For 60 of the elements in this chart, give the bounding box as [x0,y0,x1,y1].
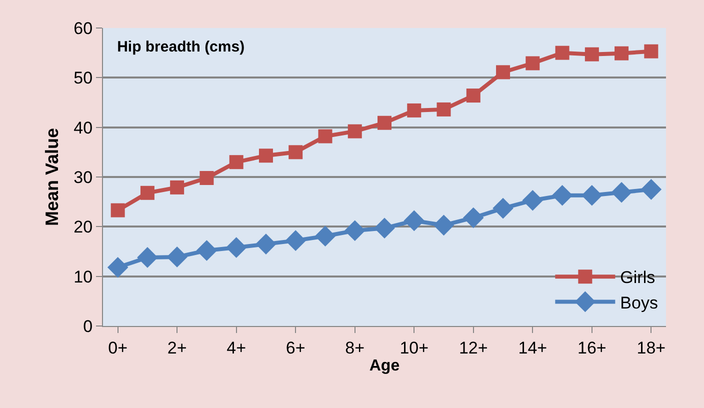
x-tick-label: 16+ [578,338,606,358]
point [374,218,395,239]
point [552,184,573,206]
point [496,65,510,80]
x-tick-label: 2+ [167,338,187,358]
point [226,237,247,258]
point [462,207,484,228]
point [200,170,214,185]
point [582,184,602,206]
x-tick-label: 4+ [226,338,246,358]
point [640,179,662,200]
point [522,190,544,211]
point [555,46,570,60]
y-tick-label: 20 [74,218,93,237]
x-tick-label: 18+ [636,338,666,358]
point [170,180,184,194]
y-tick-label: 0 [83,316,93,336]
x-tick-label: 8+ [345,338,365,358]
point [166,246,188,268]
point [318,129,332,144]
y-tick-label: 30 [74,168,93,187]
x-tick-label: 10+ [400,338,429,358]
point [196,240,218,261]
point [256,234,276,254]
x-axis-title: Age [369,357,400,374]
point [348,124,362,138]
text: Hip breadth (cms) [117,38,245,56]
point [584,47,599,62]
point [407,103,422,118]
point [137,247,158,268]
point [314,226,336,246]
point [466,88,480,103]
point [404,210,425,232]
point [492,198,514,219]
point [344,220,366,242]
x-tick-label: 0+ [108,338,128,358]
x-tick-label: 14+ [518,338,548,358]
y-tick-label: 10 [74,267,93,286]
point [526,56,540,70]
point [644,44,658,58]
x-tick-label: 12+ [458,338,488,358]
y-tick-label: 50 [74,68,93,88]
point [258,148,273,163]
point [288,145,303,160]
x-tick-label: 6+ [286,338,306,358]
y-tick-label: 40 [74,118,93,138]
point [107,256,128,278]
point [229,155,244,170]
point [436,102,451,116]
y-axis-title: Mean Value [42,128,62,226]
point [140,186,154,200]
legend-label: Boys [620,293,658,312]
point [611,182,632,203]
point [285,230,306,251]
point [110,203,125,218]
point [378,116,392,130]
point [614,46,629,60]
legend-label: Girls [620,268,656,288]
y-tick-label: 60 [74,18,93,38]
point [433,214,454,236]
